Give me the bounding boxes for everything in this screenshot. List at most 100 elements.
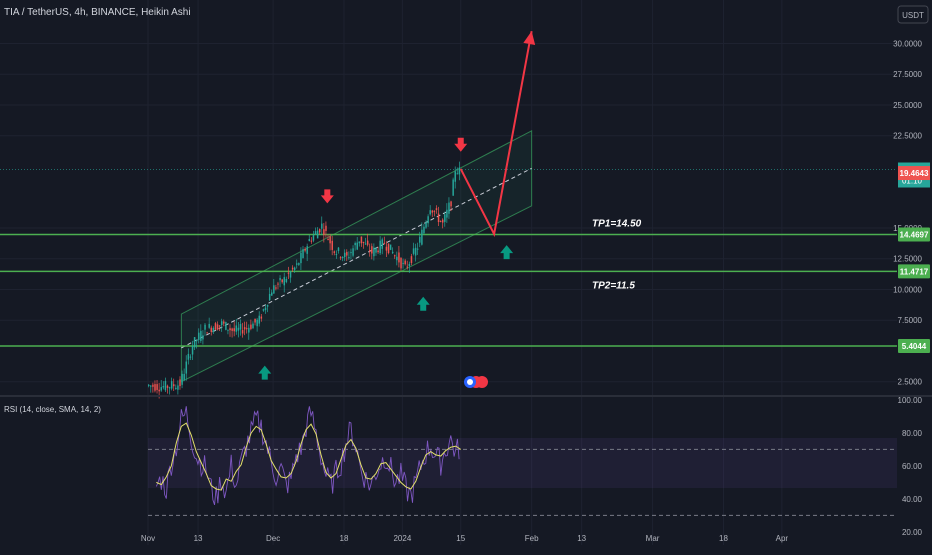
candle-body xyxy=(245,328,248,330)
price-tick-label: 12.5000 xyxy=(893,255,922,264)
candle-body xyxy=(187,353,190,360)
time-tick-label: 13 xyxy=(577,534,586,543)
candle-body xyxy=(360,236,363,244)
currency-button[interactable]: USDT xyxy=(897,5,929,24)
candle-body xyxy=(423,226,425,234)
candle-body xyxy=(195,340,198,342)
price-tick-label: 7.5000 xyxy=(898,316,923,325)
candle-body xyxy=(387,243,390,254)
candle-body xyxy=(416,248,419,250)
arrow-down-marker-icon xyxy=(320,189,334,204)
candle-body xyxy=(285,278,288,283)
price-tick-label: 2.5000 xyxy=(898,378,923,387)
candle-body xyxy=(262,309,265,311)
candle-body xyxy=(456,173,459,175)
candle-body xyxy=(433,210,436,212)
candle-body xyxy=(377,250,379,253)
rsi-tick-label: 100.00 xyxy=(898,396,923,405)
rsi-axis[interactable]: 100.00 80.00 60.00 40.00 20.00 xyxy=(898,396,923,537)
rsi-sma-line xyxy=(156,422,462,491)
candle-body xyxy=(158,389,160,392)
time-tick-label: Feb xyxy=(525,534,539,543)
candle-body xyxy=(266,304,269,307)
price-tick-label: 30.0000 xyxy=(893,39,922,48)
candle-body xyxy=(298,263,300,265)
arrow-up-marker-icon xyxy=(258,365,272,380)
candle-body xyxy=(404,260,406,265)
candle-body xyxy=(204,324,206,330)
candle-body xyxy=(214,323,217,330)
candle-body xyxy=(308,238,311,242)
tp1-annotation[interactable]: TP1=14.50 xyxy=(592,218,642,229)
candle-body xyxy=(179,379,181,387)
candle-body xyxy=(425,222,427,228)
channel-midline[interactable] xyxy=(181,167,532,349)
candle-body xyxy=(394,255,396,257)
rsi-label[interactable]: RSI (14, close, SMA, 14, 2) xyxy=(4,405,101,414)
candle-body xyxy=(429,210,431,215)
candle-body xyxy=(327,239,329,241)
candle-body xyxy=(362,241,365,243)
projection-path[interactable] xyxy=(459,30,533,238)
candle-body xyxy=(160,387,163,391)
candle-body xyxy=(325,225,327,231)
level-label-bg xyxy=(898,227,930,242)
level-label: 5.4044 xyxy=(902,342,927,351)
price-tick-label: 27.5000 xyxy=(893,70,922,79)
candle-body xyxy=(391,251,394,254)
events-flag-icon[interactable] xyxy=(464,376,488,388)
time-tick-label: 2024 xyxy=(393,534,411,543)
rsi-tick-label: 80.00 xyxy=(902,429,923,438)
candle-body xyxy=(281,279,283,283)
rsi-tick-label: 60.00 xyxy=(902,462,923,471)
candle-body xyxy=(225,322,227,330)
candle-body xyxy=(439,220,442,222)
candle-body xyxy=(331,240,333,250)
candle-body xyxy=(306,246,308,254)
candle-body xyxy=(346,251,348,256)
candle-body xyxy=(356,242,358,250)
tp2-annotation[interactable]: TP2=11.5 xyxy=(592,280,635,291)
candle-body xyxy=(241,330,244,334)
chart-title[interactable]: TIA / TetherUS, 4h, BINANCE, Heikin Ashi xyxy=(4,7,191,18)
candle-body xyxy=(277,283,279,285)
candle-body xyxy=(166,385,169,388)
time-tick-label: 13 xyxy=(194,534,203,543)
candle-body xyxy=(283,277,286,286)
level-label-bg xyxy=(898,264,930,279)
candle-body xyxy=(173,384,175,387)
candle-body xyxy=(383,242,386,244)
candle-body xyxy=(220,321,223,326)
price-channel[interactable] xyxy=(180,129,533,383)
arrow-up-marker-icon xyxy=(500,245,514,260)
candle-body xyxy=(248,327,250,333)
candle-body xyxy=(210,327,213,332)
candle-body xyxy=(339,257,342,259)
signal-markers xyxy=(258,137,514,380)
candle-body xyxy=(323,229,325,236)
candle-body xyxy=(168,387,171,389)
candle-body xyxy=(293,267,296,270)
candle-body xyxy=(441,219,444,223)
candle-body xyxy=(450,201,452,207)
candle-body xyxy=(419,236,421,243)
level-label: 14.4697 xyxy=(900,230,929,239)
candle-body xyxy=(364,243,367,245)
arrow-up-marker-icon xyxy=(416,296,430,311)
candle-body xyxy=(275,287,277,289)
candle-body xyxy=(206,332,208,334)
candle-body xyxy=(437,213,440,223)
candle-body xyxy=(200,330,202,341)
time-axis[interactable]: Nov 13 Dec 18 2024 15 Feb 13 Mar 18 Apr xyxy=(141,534,789,543)
candle-body xyxy=(412,248,415,254)
candle-body xyxy=(406,266,409,268)
candle-body xyxy=(381,239,384,249)
candle-body xyxy=(321,223,323,229)
candle-body xyxy=(410,256,413,263)
candle-body xyxy=(264,307,267,311)
time-tick-label: 18 xyxy=(719,534,728,543)
candle-body xyxy=(379,240,381,254)
price-tick-label: 25.0000 xyxy=(893,101,922,110)
